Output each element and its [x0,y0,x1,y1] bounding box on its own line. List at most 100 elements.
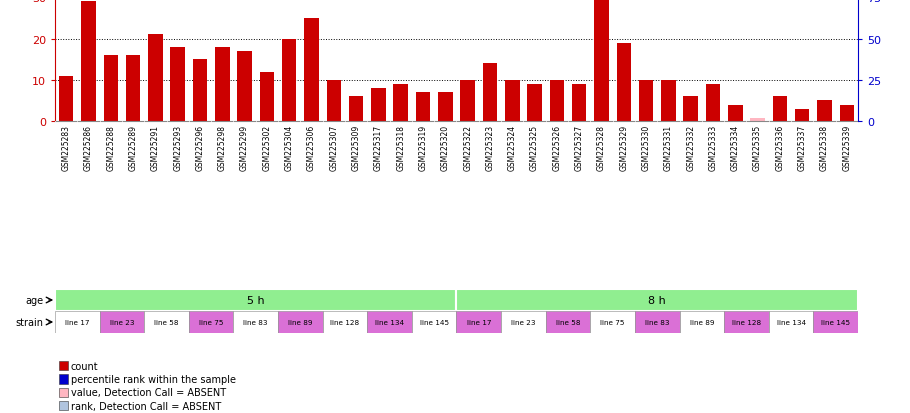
Text: line 128: line 128 [732,319,761,325]
Text: GSM225339: GSM225339 [843,125,852,171]
Text: GSM225307: GSM225307 [329,125,339,171]
Bar [706,85,720,122]
Text: line 75: line 75 [199,319,223,325]
Bar [501,311,546,333]
Text: GSM225325: GSM225325 [530,125,539,171]
Bar [550,81,564,122]
Text: GSM225332: GSM225332 [686,125,695,171]
Text: line 17: line 17 [467,319,491,325]
Bar [814,311,858,333]
Bar [170,47,185,122]
Text: line 58: line 58 [155,319,178,325]
Text: GSM225304: GSM225304 [285,125,294,171]
Text: GSM225331: GSM225331 [664,125,672,171]
Text: GSM225317: GSM225317 [374,125,383,171]
Text: line 134: line 134 [776,319,805,325]
Bar [99,311,144,333]
Bar [591,311,635,333]
Text: GSM225298: GSM225298 [217,125,227,171]
Text: line 58: line 58 [556,319,581,325]
Text: GSM225335: GSM225335 [753,125,763,171]
Text: line 83: line 83 [645,319,670,325]
Bar [393,85,408,122]
Bar [571,85,586,122]
Text: GSM225318: GSM225318 [396,125,405,171]
Text: line 134: line 134 [375,319,404,325]
Bar [769,311,814,333]
Text: GSM225328: GSM225328 [597,125,606,171]
Text: GSM225293: GSM225293 [173,125,182,171]
Text: GSM225302: GSM225302 [262,125,271,171]
Bar [368,311,412,333]
Bar [349,97,363,122]
Bar [482,64,497,122]
Text: strain: strain [15,317,44,327]
Text: GSM225336: GSM225336 [775,125,784,171]
Bar [751,119,765,122]
Bar [55,289,457,311]
Bar [795,109,810,122]
Bar [680,311,724,333]
Bar [724,311,769,333]
Text: line 145: line 145 [420,319,449,325]
Text: GSM225283: GSM225283 [62,125,71,171]
Text: GSM225286: GSM225286 [84,125,93,171]
Bar [416,93,430,122]
Bar [505,81,520,122]
Bar [59,76,74,122]
Bar [304,19,318,122]
Text: line 23: line 23 [110,319,134,325]
Text: GSM225326: GSM225326 [552,125,561,171]
Text: line 17: line 17 [65,319,89,325]
Bar [193,60,207,122]
Text: line 83: line 83 [244,319,268,325]
Bar [412,311,457,333]
Bar [81,2,96,122]
Text: GSM225306: GSM225306 [307,125,316,171]
Bar [282,39,297,122]
Text: GSM225322: GSM225322 [463,125,472,171]
Bar [617,43,631,122]
Text: GSM225296: GSM225296 [196,125,205,171]
Bar [55,311,99,333]
Bar [728,105,743,122]
Bar [594,0,609,122]
Text: GSM225338: GSM225338 [820,125,829,171]
Bar [527,85,541,122]
Bar [773,97,787,122]
Bar [817,101,832,122]
Text: count: count [71,361,98,371]
Text: GSM225299: GSM225299 [240,125,249,171]
Bar [278,311,323,333]
Bar [840,105,854,122]
Bar [639,81,653,122]
Bar [323,311,368,333]
Text: line 89: line 89 [690,319,714,325]
Bar [662,81,675,122]
Bar [238,52,252,122]
Text: GSM225288: GSM225288 [106,125,116,170]
Text: line 89: line 89 [288,319,313,325]
Text: age: age [25,295,44,305]
Text: percentile rank within the sample: percentile rank within the sample [71,374,236,384]
Bar [635,311,680,333]
Text: rank, Detection Call = ABSENT: rank, Detection Call = ABSENT [71,401,221,411]
Bar [327,81,341,122]
Text: GSM225319: GSM225319 [419,125,428,171]
Bar [546,311,591,333]
Bar [438,93,452,122]
Text: GSM225334: GSM225334 [731,125,740,171]
Bar [683,97,698,122]
Text: line 75: line 75 [601,319,625,325]
Bar [457,289,858,311]
Bar [371,89,386,122]
Text: line 128: line 128 [330,319,359,325]
Bar [104,56,118,122]
Text: GSM225327: GSM225327 [575,125,583,171]
Text: GSM225320: GSM225320 [440,125,450,171]
Text: GSM225289: GSM225289 [128,125,137,171]
Text: line 23: line 23 [511,319,536,325]
Text: 5 h: 5 h [247,295,265,305]
Bar [189,311,234,333]
Text: GSM225329: GSM225329 [620,125,628,171]
